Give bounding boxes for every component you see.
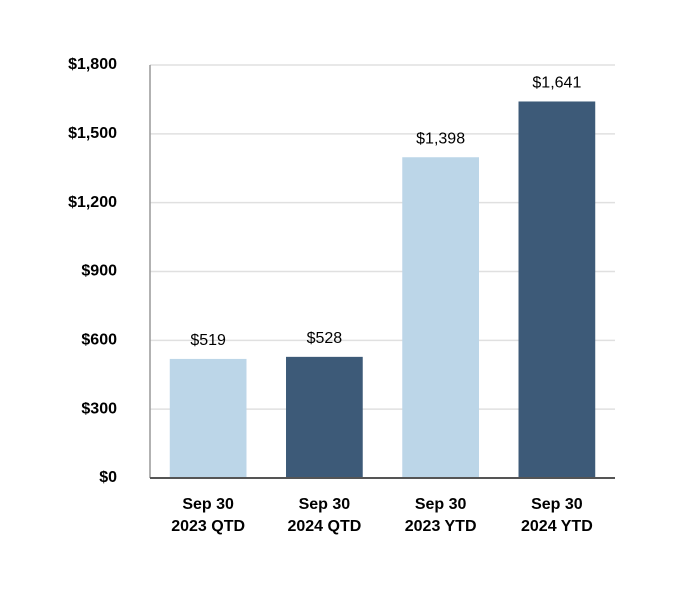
y-tick-label: $0 bbox=[99, 469, 117, 486]
y-tick-label: $1,200 bbox=[68, 194, 117, 211]
x-tick-label: 2023 YTD bbox=[405, 518, 477, 535]
y-tick-label: $900 bbox=[81, 263, 117, 280]
value-label: $1,641 bbox=[532, 75, 581, 92]
x-tick-label: 2024 YTD bbox=[521, 518, 593, 535]
bar bbox=[169, 358, 247, 478]
value-label: $1,398 bbox=[416, 130, 465, 147]
x-tick-label: 2023 QTD bbox=[171, 518, 245, 535]
x-tick-label: 2024 QTD bbox=[287, 518, 361, 535]
x-tick-label: Sep 30 bbox=[531, 496, 583, 513]
value-label: $528 bbox=[307, 330, 343, 347]
x-tick-label: Sep 30 bbox=[299, 496, 351, 513]
y-tick-label: $1,800 bbox=[68, 56, 117, 73]
value-label: $519 bbox=[190, 332, 226, 349]
y-tick-label: $300 bbox=[81, 400, 117, 417]
y-tick-label: $600 bbox=[81, 332, 117, 349]
x-tick-label: Sep 30 bbox=[182, 496, 234, 513]
y-tick-label: $1,500 bbox=[68, 125, 117, 142]
bar bbox=[286, 356, 363, 478]
bar bbox=[402, 157, 479, 478]
x-tick-label: Sep 30 bbox=[415, 496, 467, 513]
bar bbox=[518, 101, 596, 479]
